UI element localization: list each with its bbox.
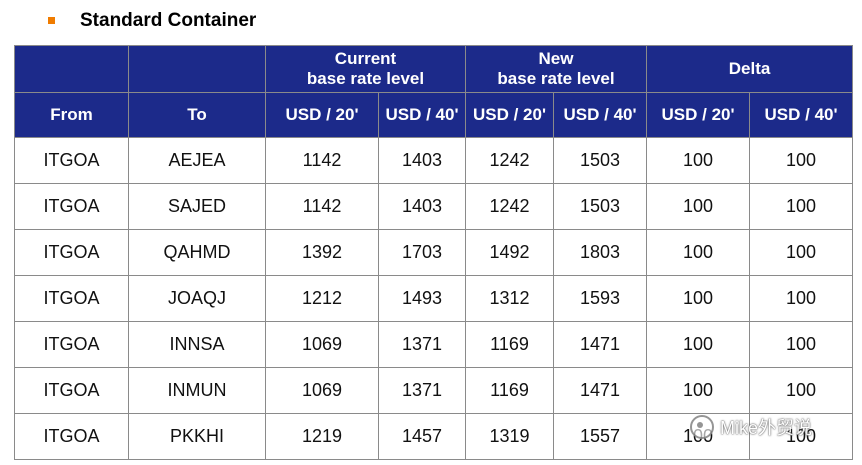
- cell-current-20: 1069: [265, 367, 379, 414]
- cell-new-20: 1242: [465, 183, 555, 230]
- cell-from: ITGOA: [14, 321, 129, 368]
- cell-delta-20: 100: [646, 275, 751, 322]
- cell-current-40: 1703: [377, 229, 467, 276]
- cell-delta-20: 100: [646, 183, 751, 230]
- cell-current-20: 1069: [265, 321, 379, 368]
- cell-current-40: 1403: [377, 137, 467, 184]
- header-delta: Delta: [646, 45, 854, 93]
- cell-to: QAHMD: [128, 229, 266, 276]
- cell-delta-40: 100: [749, 367, 854, 414]
- header-current-rate: Current base rate level: [264, 45, 467, 93]
- header-from: From: [14, 92, 129, 138]
- cell-new-40: 1471: [553, 367, 648, 414]
- cell-new-20: 1169: [465, 321, 555, 368]
- table-row: ITGOA AEJEA 1142 1403 1242 1503 100 100: [14, 137, 854, 184]
- cell-delta-40: 100: [749, 275, 854, 322]
- header-new-rate: New base rate level: [465, 45, 648, 93]
- cell-new-20: 1319: [465, 413, 555, 460]
- cell-current-40: 1371: [377, 321, 467, 368]
- bullet-square-icon: [48, 16, 55, 24]
- header-empty-from: [14, 45, 129, 93]
- cell-new-40: 1503: [553, 137, 648, 184]
- cell-to: SAJED: [128, 183, 266, 230]
- table-row: ITGOA INNSA 1069 1371 1169 1471 100 100: [14, 321, 854, 368]
- cell-from: ITGOA: [14, 413, 129, 460]
- header-new-20: USD / 20': [465, 92, 555, 138]
- cell-delta-40: 100: [749, 183, 854, 230]
- cell-current-40: 1493: [377, 275, 467, 322]
- cell-current-40: 1457: [377, 413, 467, 460]
- header-new-40: USD / 40': [553, 92, 648, 138]
- cell-current-40: 1371: [377, 367, 467, 414]
- cell-new-20: 1169: [465, 367, 555, 414]
- cell-current-40: 1403: [377, 183, 467, 230]
- cell-new-20: 1242: [465, 137, 555, 184]
- cell-delta-20: 100: [646, 367, 751, 414]
- table-row: ITGOA SAJED 1142 1403 1242 1503 100 100: [14, 183, 854, 230]
- header-row-groups: Current base rate level New base rate le…: [14, 45, 854, 93]
- page-title: Standard Container: [80, 10, 257, 31]
- table-row: ITGOA INMUN 1069 1371 1169 1471 100 100: [14, 367, 854, 414]
- cell-to: INNSA: [128, 321, 266, 368]
- cell-delta-40: 100: [749, 413, 854, 460]
- rate-table: Current base rate level New base rate le…: [14, 45, 854, 460]
- cell-current-20: 1212: [265, 275, 379, 322]
- cell-current-20: 1142: [265, 183, 379, 230]
- cell-delta-40: 100: [749, 321, 854, 368]
- cell-from: ITGOA: [14, 229, 129, 276]
- cell-new-40: 1471: [553, 321, 648, 368]
- cell-delta-20: 100: [646, 229, 751, 276]
- cell-current-20: 1219: [265, 413, 379, 460]
- cell-current-20: 1142: [265, 137, 379, 184]
- cell-new-40: 1803: [553, 229, 648, 276]
- cell-from: ITGOA: [14, 137, 129, 184]
- wechat-logo-icon: [690, 415, 714, 439]
- cell-to: AEJEA: [128, 137, 266, 184]
- cell-delta-40: 100: [749, 137, 854, 184]
- header-to: To: [128, 92, 266, 138]
- cell-current-20: 1392: [265, 229, 379, 276]
- cell-delta-20: 100: [646, 137, 751, 184]
- cell-from: ITGOA: [14, 275, 129, 322]
- section-heading: Standard Container: [48, 8, 256, 34]
- header-current-40: USD / 40': [377, 92, 467, 138]
- cell-to: JOAQJ: [128, 275, 266, 322]
- cell-new-40: 1557: [553, 413, 648, 460]
- table-row: ITGOA QAHMD 1392 1703 1492 1803 100 100: [14, 229, 854, 276]
- cell-new-20: 1312: [465, 275, 555, 322]
- cell-from: ITGOA: [14, 367, 129, 414]
- cell-to: PKKHI: [128, 413, 266, 460]
- cell-delta-20: 100: [646, 321, 751, 368]
- watermark: Mike外贸说: [690, 414, 812, 440]
- cell-to: INMUN: [128, 367, 266, 414]
- header-delta-40: USD / 40': [749, 92, 854, 138]
- cell-delta-40: 100: [749, 229, 854, 276]
- header-row-columns: From To USD / 20' USD / 40' USD / 20' US…: [14, 92, 854, 138]
- watermark-text: Mike外贸说: [720, 418, 813, 438]
- table-row: ITGOA JOAQJ 1212 1493 1312 1593 100 100: [14, 275, 854, 322]
- cell-new-40: 1503: [553, 183, 648, 230]
- header-delta-20: USD / 20': [646, 92, 751, 138]
- cell-new-40: 1593: [553, 275, 648, 322]
- cell-from: ITGOA: [14, 183, 129, 230]
- header-empty-to: [128, 45, 266, 93]
- cell-new-20: 1492: [465, 229, 555, 276]
- header-current-20: USD / 20': [265, 92, 379, 138]
